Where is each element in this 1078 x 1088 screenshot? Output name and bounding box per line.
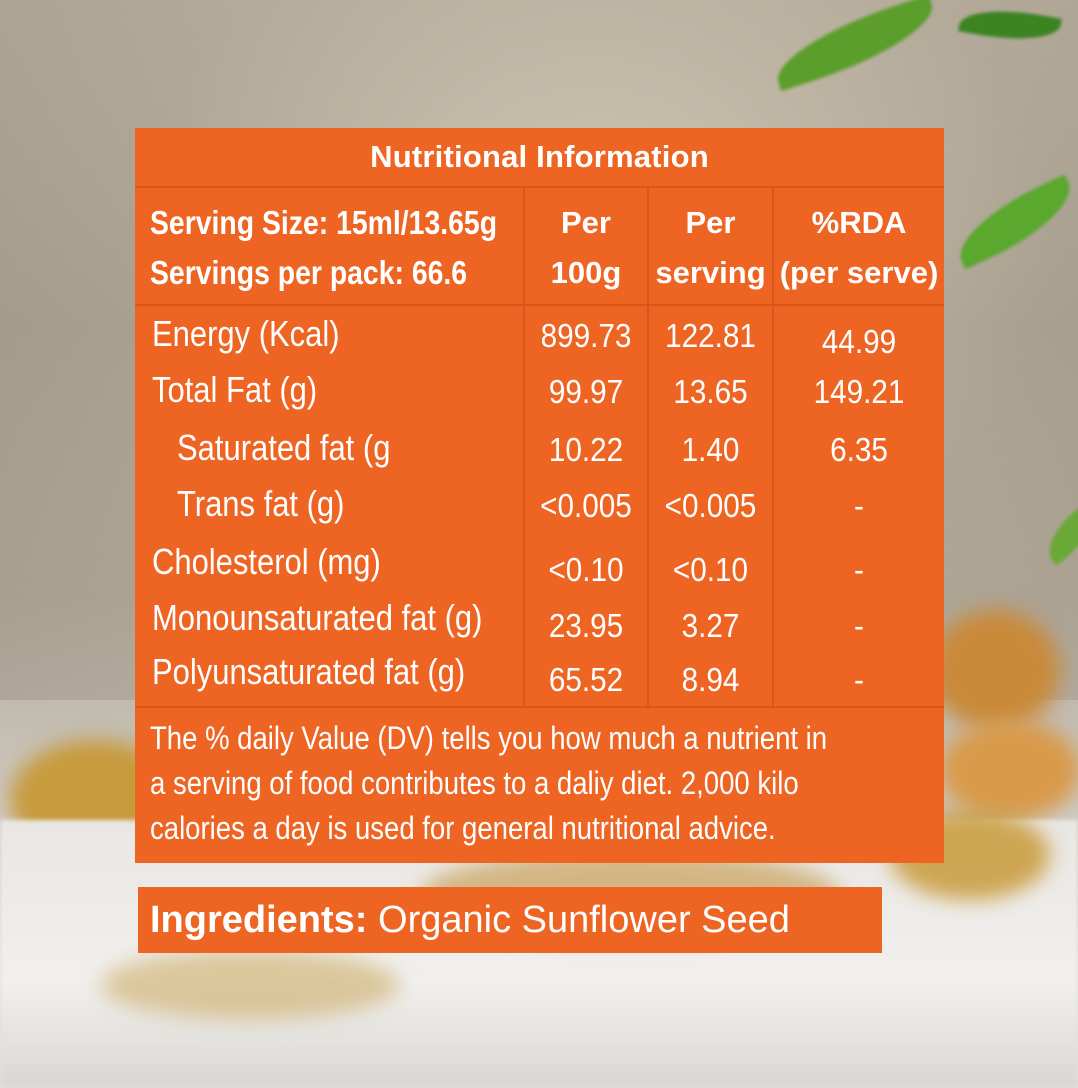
serving-size: Serving Size: 15ml/13.65g [150,204,498,241]
ingredients-text: Ingredients: Organic Sunflower Seed [150,899,790,942]
row-rda: 44.99 [821,323,897,360]
row-rda: - [854,661,864,698]
note-line: The % daily Value (DV) tells you how muc… [150,720,828,756]
divider [135,706,944,708]
row-label: Polyunsaturated fat (g) [152,651,466,692]
serving-info: Serving Size: 15ml/13.65g Servings per p… [150,198,498,298]
row-rda: 6.35 [830,431,888,468]
daily-value-note: The % daily Value (DV) tells you how muc… [150,716,924,851]
ingredients-label: Ingredients: [150,898,368,941]
column-header-rda: %RDA (per serve) [779,205,939,290]
background-food-right [930,610,1060,730]
table-row: Monounsaturated fat (g) 23.95 3.27 - [135,597,944,653]
row-rda: - [854,487,864,524]
note-line: a serving of food contributes to a daliy… [150,765,799,801]
row-per-serving: 8.94 [681,661,740,698]
row-per-serving: <0.005 [664,487,757,524]
background-food-right-lower [940,720,1078,820]
column-header-per-serving: Per serving [655,205,766,290]
ingredients-banner: Ingredients: Organic Sunflower Seed [138,887,882,953]
row-label: Saturated fat (g [177,427,391,468]
row-rda: - [854,607,864,644]
row-per-100g: <0.10 [548,551,624,588]
row-per-100g: 10.22 [548,431,624,468]
row-per-serving: <0.10 [672,551,749,588]
row-rda: 149.21 [813,373,905,410]
row-per-100g: 23.95 [548,607,624,644]
column-divider [523,186,525,706]
row-label: Monounsaturated fat (g) [152,597,483,638]
row-per-serving: 1.40 [681,431,740,468]
column-divider [647,186,649,706]
row-label: Trans fat (g) [177,483,345,524]
table-row: Energy (Kcal) 899.73 122.81 44.99 [135,313,944,369]
divider [135,304,944,306]
note-line: calories a day is used for general nutri… [150,810,776,846]
row-per-100g: 899.73 [540,317,632,354]
row-per-serving: 3.27 [681,607,740,644]
nutrition-panel: Nutritional Information Serving Size: 15… [135,128,944,863]
servings-per-pack: Servings per pack: 66.6 [150,254,468,291]
row-label: Cholesterol (mg) [152,541,381,582]
row-label: Energy (Kcal) [152,313,340,354]
table-row: Total Fat (g) 99.97 13.65 149.21 [135,369,944,425]
table-row: Polyunsaturated fat (g) 65.52 8.94 - [135,651,944,707]
row-rda: - [854,551,864,588]
nutrition-title: Nutritional Information [370,139,709,174]
row-per-100g: 99.97 [548,373,624,410]
table-row: Trans fat (g) <0.005 <0.005 - [135,483,944,539]
ingredients-value: Organic Sunflower Seed [367,898,790,941]
row-label: Total Fat (g) [152,369,318,410]
background-bowl-bottom [100,950,400,1020]
table-row: Cholesterol (mg) <0.10 <0.10 - [135,541,944,597]
row-per-100g: 65.52 [548,661,624,698]
table-row: Saturated fat (g 10.22 1.40 6.35 [135,427,944,483]
row-per-serving: 122.81 [665,317,756,354]
row-per-100g: <0.005 [540,487,632,524]
divider [135,186,944,188]
column-divider [772,186,774,706]
row-per-serving: 13.65 [673,373,748,410]
column-header-per-100g: Per 100g [550,205,622,290]
